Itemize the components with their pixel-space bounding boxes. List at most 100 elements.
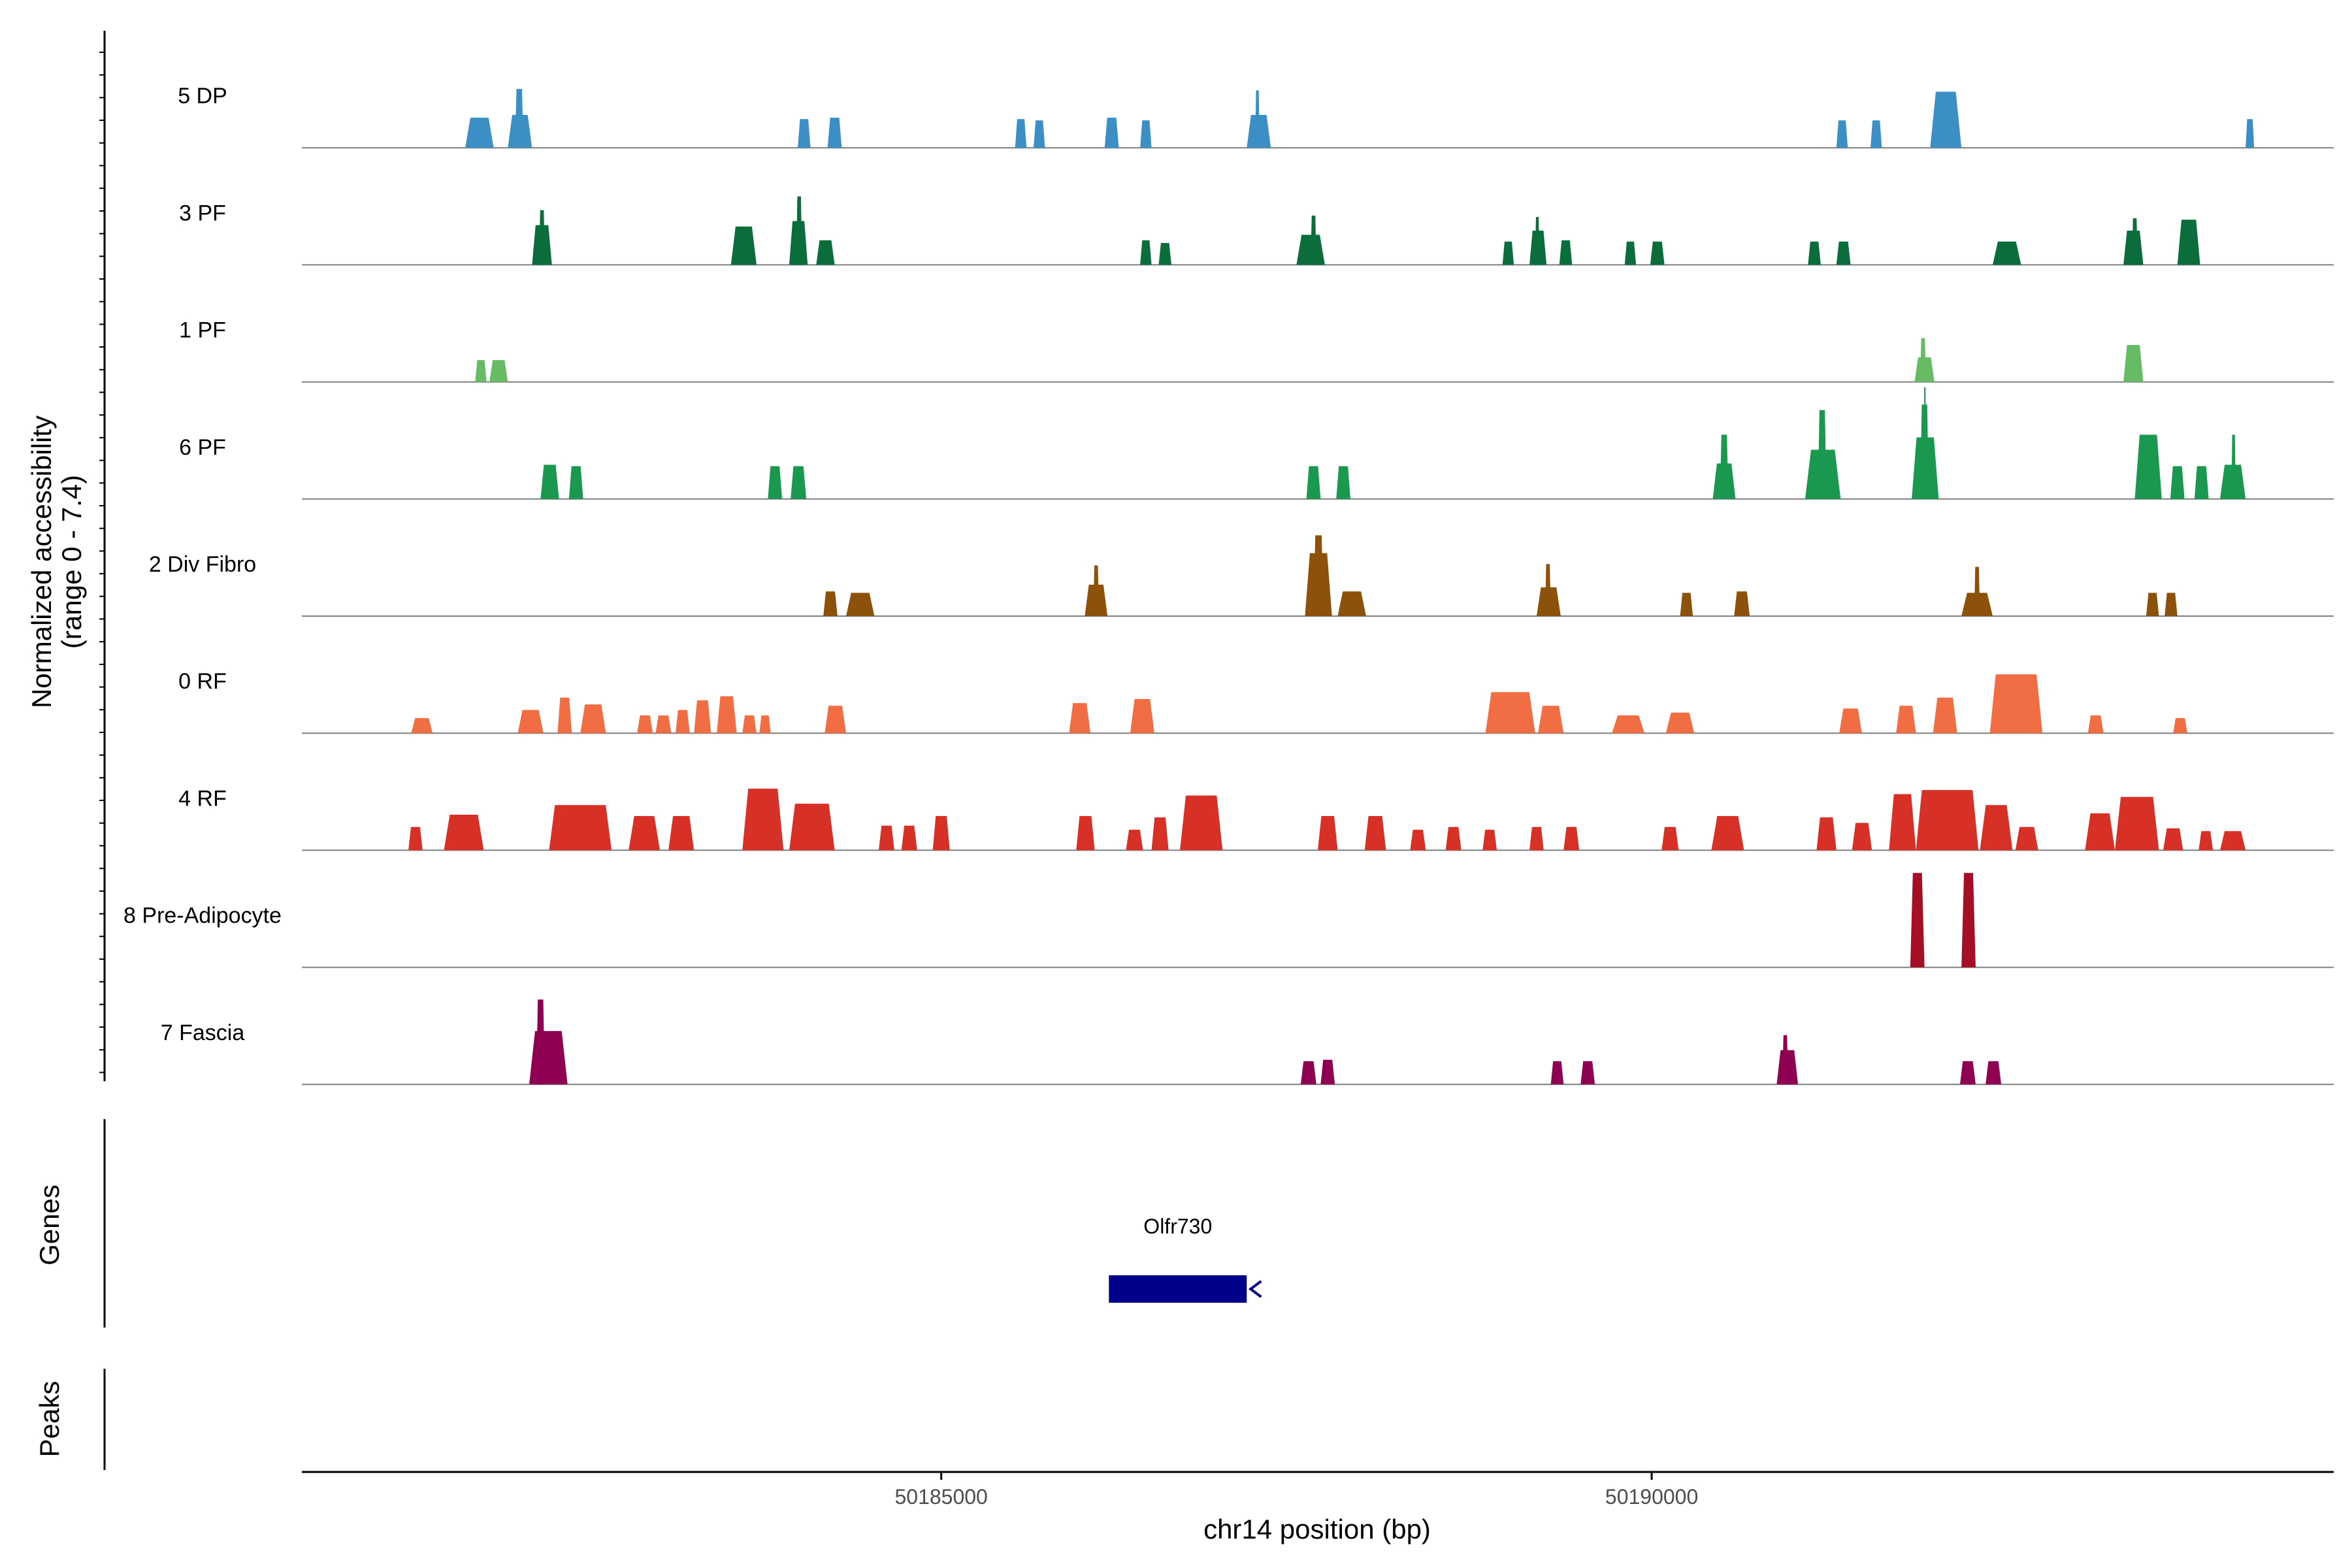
coverage-peak xyxy=(1300,1061,1316,1085)
coverage-peak xyxy=(1140,240,1152,265)
x-axis-title: chr14 position (bp) xyxy=(1203,1514,1431,1544)
gene-body xyxy=(1109,1275,1247,1303)
coverage-peak xyxy=(1985,1061,2002,1085)
coverage-peak xyxy=(1550,1061,1564,1085)
coverage-peak xyxy=(1311,215,1316,265)
coverage-peak xyxy=(1989,674,2043,734)
genes-panel-label: Genes xyxy=(34,1184,65,1266)
coverage-peak xyxy=(1158,242,1171,265)
coverage-peak xyxy=(529,1031,568,1085)
coverage-peak xyxy=(2194,466,2209,499)
coverage-peak xyxy=(1538,706,1564,734)
coverage-peak xyxy=(823,591,838,616)
peaks-panel-label: Peaks xyxy=(34,1381,65,1458)
coverage-peak xyxy=(2132,218,2138,265)
coverage-peak xyxy=(1920,338,1926,382)
coverage-peak xyxy=(1485,692,1535,734)
coverage-peak xyxy=(1410,829,1426,851)
coverage-peak xyxy=(1320,1060,1335,1085)
coverage-peak xyxy=(1961,873,1976,968)
coverage-peak xyxy=(1910,873,1925,968)
coverage-peak xyxy=(2087,715,2104,734)
coverage-peak xyxy=(694,700,711,734)
coverage-peak xyxy=(2015,826,2038,851)
coverage-peak xyxy=(1034,120,1045,148)
coverage-peak xyxy=(1711,816,1744,851)
coverage-peak xyxy=(816,240,835,265)
coverage-peak xyxy=(1336,466,1351,499)
coverage-peak xyxy=(742,789,784,851)
track-label: 4 RF xyxy=(178,786,227,811)
coverage-peak xyxy=(1445,826,1462,851)
coverage-peak xyxy=(798,119,811,148)
coverage-peak xyxy=(1482,829,1497,851)
coverage-peak xyxy=(517,710,544,734)
coverage-peak xyxy=(1624,241,1637,265)
coverage-peak xyxy=(629,816,661,851)
coverage-peak xyxy=(1836,120,1848,148)
coverage-peak xyxy=(1180,795,1223,851)
coverage-peak xyxy=(2163,828,2183,851)
coverage-peak xyxy=(1923,387,1926,499)
coverage-peak xyxy=(411,718,433,734)
coverage-peak xyxy=(1870,120,1882,148)
svg-text:Normalized accessibility(range: Normalized accessibility(range 0 - 7.4) xyxy=(26,416,87,708)
coverage-peak xyxy=(1093,565,1100,616)
coverage-peak xyxy=(444,814,484,851)
track-7-fascia: 7 Fascia xyxy=(161,999,2334,1085)
coverage-peak xyxy=(1852,823,1872,851)
coverage-peak xyxy=(1720,434,1729,499)
coverage-peak xyxy=(901,825,917,851)
coverage-peak xyxy=(1839,708,1862,734)
track-8-pre-adipocyte: 8 Pre-Adipocyte xyxy=(123,873,2334,968)
coverage-peak xyxy=(742,715,757,734)
coverage-peak xyxy=(1529,826,1544,851)
coverage-peak xyxy=(668,816,694,851)
coverage-peak xyxy=(1126,829,1143,851)
track-2-div-fibro: 2 Div Fibro xyxy=(149,535,2334,617)
coverage-peak xyxy=(1650,241,1665,265)
left-axis-spine xyxy=(99,31,106,1081)
track-label: 1 PF xyxy=(179,318,226,343)
coverage-peak xyxy=(1364,816,1386,851)
coverage-peak xyxy=(1680,593,1693,616)
coverage-peak xyxy=(1502,241,1514,265)
coverage-peak xyxy=(1140,120,1152,148)
coverage-peak xyxy=(2085,813,2115,851)
coverage-peak xyxy=(1930,91,1962,148)
coverage-peak xyxy=(1296,235,1325,265)
coverage-peak xyxy=(789,804,835,851)
coverage-peak xyxy=(717,696,737,734)
coverage-peak xyxy=(1980,805,2013,851)
strand-arrow-icon xyxy=(1248,1280,1262,1298)
track-4-rf: 4 RF xyxy=(178,786,2334,851)
coverage-peak xyxy=(932,816,950,851)
coverage-peak xyxy=(465,118,494,148)
gene-annotation-panel: Olfr730 xyxy=(1109,1215,1262,1303)
coverage-peak xyxy=(1818,410,1827,499)
coverage-peak xyxy=(2173,718,2187,734)
coverage-peak xyxy=(2123,345,2144,382)
coverage-peak xyxy=(827,118,842,148)
track-label: 6 PF xyxy=(179,435,226,460)
coverage-peak xyxy=(1665,712,1695,734)
coverage-peak xyxy=(1015,119,1027,148)
track-label: 2 Div Fibro xyxy=(149,552,256,577)
coverage-peak xyxy=(1889,794,1916,851)
coverage-peak xyxy=(1993,241,2021,265)
coverage-peak xyxy=(1782,1035,1788,1085)
coverage-peak xyxy=(1816,817,1837,851)
coverage-peak xyxy=(1337,591,1366,616)
coverage-peak xyxy=(1318,816,1338,851)
coverage-peak xyxy=(515,89,524,148)
track-5-dp: 5 DP xyxy=(178,84,2334,149)
coverage-peak xyxy=(1612,715,1645,734)
coverage-peak xyxy=(1130,698,1154,734)
coverage-peak xyxy=(1836,241,1851,265)
coverage-peak xyxy=(549,805,612,851)
coverage-peak xyxy=(1960,1061,1976,1085)
coverage-peak xyxy=(768,466,783,499)
coverage-peak xyxy=(1313,535,1324,616)
track-6-pf: 6 PF xyxy=(179,387,2334,500)
coverage-peak xyxy=(2231,434,2236,499)
